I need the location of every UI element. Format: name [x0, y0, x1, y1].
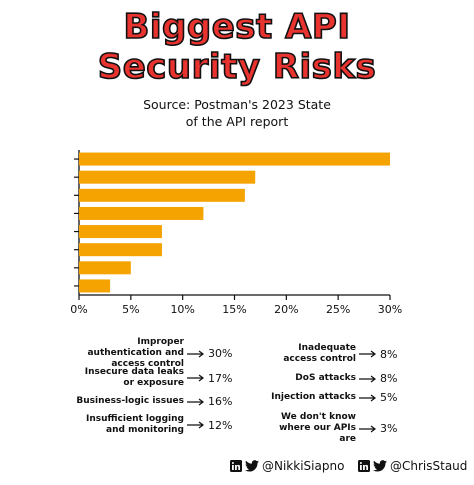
bar [79, 225, 162, 239]
legend-pct: 3% [380, 422, 398, 435]
legend-item: Insecure data leaks or exposure 17% [76, 367, 233, 389]
bar [79, 152, 390, 166]
x-tick-label: 20% [274, 303, 298, 316]
legend-item: We don't know where our APIs are 3% [268, 412, 397, 445]
legend-item: Injection attacks 5% [268, 392, 397, 403]
legend-label: We don't know where our APIs are [279, 412, 356, 444]
x-tick-label: 15% [222, 303, 246, 316]
footer-handle-2[interactable]: @ChrisStaud [358, 459, 467, 473]
x-tick-label: 30% [378, 303, 402, 316]
title-line-1: Biggest API [123, 7, 351, 47]
bar [79, 170, 256, 184]
arrow-right-icon [187, 350, 204, 357]
legend-label: DoS attacks [295, 373, 356, 383]
legend-item: Inadequate access control 8% [268, 343, 397, 365]
footer-handle-1[interactable]: @NikkiSiapno [230, 459, 344, 473]
arrow-right-icon [359, 425, 376, 432]
legend-label: Insufficient logging and monitoring [85, 414, 184, 435]
arrow-right-icon [187, 421, 204, 429]
bar [79, 188, 245, 202]
legend-pct: 16% [208, 395, 233, 408]
legend-pct: 5% [380, 391, 398, 404]
x-tick-label: 25% [326, 303, 350, 316]
legend-pct: 12% [208, 418, 233, 432]
legend-pct: 8% [380, 347, 398, 361]
legend-label: Insecure data leaks or exposure [84, 367, 184, 388]
bar [79, 206, 204, 220]
subtitle: Source: Postman's 2023 State of the API … [0, 96, 474, 130]
legend-label: Improper authentication and access contr… [87, 337, 184, 369]
legend-item: Improper authentication and access contr… [76, 337, 232, 370]
bar [79, 261, 131, 275]
twitter-icon [245, 460, 259, 472]
bar [79, 279, 111, 293]
twitter-icon [373, 460, 387, 472]
legend-label: Business-logic issues [76, 396, 184, 406]
arrow-right-icon [359, 394, 376, 401]
x-tick-label: 10% [170, 303, 194, 316]
subtitle-line-1: Source: Postman's 2023 State [143, 97, 331, 112]
legend-item: DoS attacks 8% [268, 373, 397, 384]
x-tick-label: 5% [122, 303, 139, 316]
footer-handle-text: @NikkiSiapno [262, 459, 345, 473]
legend-pct: 30% [208, 347, 233, 360]
arrow-right-icon [359, 350, 376, 358]
legend-pct: 17% [208, 371, 233, 385]
bar-chart: 0% 5% 10% 15% 20% 25% 30% [70, 150, 402, 316]
title-line-2: Security Risks [97, 47, 377, 87]
legend-label: Inadequate access control [283, 343, 356, 364]
footer-handle-text: @ChrisStaud [390, 459, 468, 473]
linkedin-icon [358, 460, 370, 472]
legend-pct: 8% [380, 372, 398, 385]
legend-item: Insufficient logging and monitoring 12% [76, 414, 232, 436]
bar [79, 243, 162, 257]
x-tick-label: 0% [70, 303, 87, 316]
subtitle-line-2: of the API report [185, 114, 289, 129]
legend-item: Business-logic issues 16% [76, 396, 232, 407]
linkedin-icon [230, 460, 242, 472]
arrow-right-icon [359, 375, 376, 382]
arrow-right-icon [187, 398, 204, 405]
arrow-right-icon [187, 374, 204, 382]
legend-label: Injection attacks [271, 392, 356, 402]
